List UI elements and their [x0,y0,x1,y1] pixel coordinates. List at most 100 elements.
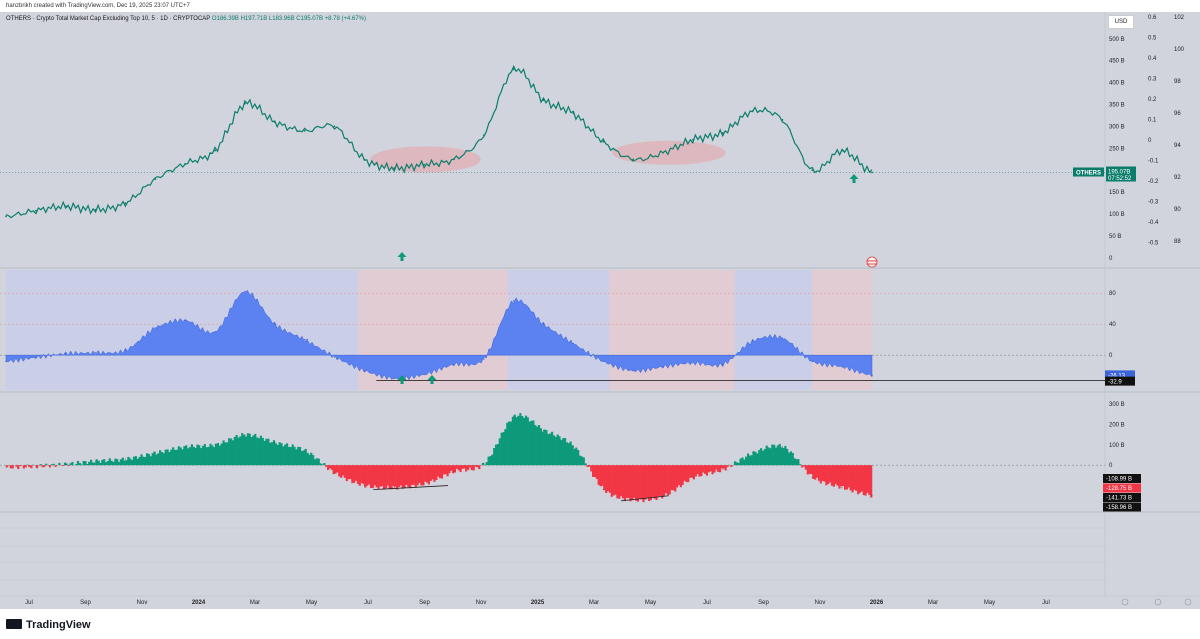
histogram-bar [681,465,684,485]
histogram-bar [730,465,733,467]
histogram-bar [808,465,811,474]
histogram-bar [618,465,621,499]
histogram-bar [159,450,162,466]
hist-point [333,472,336,474]
histogram-bar [463,465,466,469]
histogram-bar [351,465,354,484]
osc-point [35,356,37,359]
legend-change: +8.78 (+4.67%) [324,16,367,22]
us-flag-icon [866,256,878,268]
histogram-bar [625,465,628,498]
y-tick-label: 100 B [1109,212,1125,218]
price-point [482,134,485,137]
histogram-bar [468,465,472,468]
histogram-bar [664,465,667,493]
x-tick-label: Jul [703,600,711,606]
histogram-bar [614,465,617,495]
histogram-bar [239,436,242,466]
histogram-bar [319,463,322,466]
y3-tick-label: 94 [1174,143,1181,149]
histogram-bar [705,465,709,476]
histogram-bar [284,444,287,466]
osc-point [94,352,97,354]
hist-point [304,450,306,452]
price-point [542,99,545,102]
histogram-bar [75,464,78,466]
price-point [363,158,366,161]
hist-point [692,476,694,479]
histogram-bar [131,460,134,466]
histogram-bar [862,465,865,496]
osc-point [542,323,545,325]
histogram-bar [340,465,343,478]
histogram-bar [43,465,46,467]
histogram-bar [142,456,145,466]
histogram-bar [605,465,608,493]
osc-support-tag [1105,376,1135,386]
oscillator-area [5,289,873,381]
histogram-bar [123,460,126,466]
histogram-bar [832,465,835,487]
histogram-bar [687,465,690,483]
histogram-bar [500,432,503,466]
histogram-bar [541,431,544,466]
x-tick-label: 2024 [192,600,206,606]
histogram-bar [571,445,574,466]
histogram-bar [776,445,779,466]
hist-point [811,476,813,479]
histogram-bar [795,459,798,466]
histogram-bar [661,465,664,499]
histogram-bar [22,465,25,469]
histogram-bar [362,465,365,485]
histogram-bar [692,465,695,480]
histogram-bar [584,463,587,466]
currency-button[interactable]: USD [1108,15,1134,29]
up-arrow-icon [849,174,859,183]
histogram-bar [146,453,149,466]
histogram-bar [315,458,318,466]
osc-tick-label: 80 [1109,291,1116,297]
histogram-bar [567,443,570,466]
histogram-bar [230,438,233,466]
histogram-bar [93,462,96,466]
histogram-bar [233,436,236,466]
y-tick-label: 50 B [1109,234,1121,240]
histogram-bar [192,446,195,466]
hist-point [722,468,724,470]
histogram-bar [780,447,783,466]
price-point [572,112,575,115]
histogram-bar [310,452,313,466]
histogram-bar [108,458,111,466]
histogram-bar [737,462,740,466]
gear-icon [1154,598,1162,606]
histogram-bar [491,454,494,466]
histogram-bar [215,443,218,466]
regime-band [609,270,735,390]
histogram-bar [735,462,738,466]
histogram-bar [668,465,671,495]
histogram-bar [388,465,391,489]
histogram-bar [461,465,464,469]
x-tick-label: Nov [476,600,487,606]
tradingview-logo[interactable]: TradingView [6,619,91,631]
histogram-bar [698,465,701,477]
y3-tick-label: 100 [1174,47,1185,53]
x-tick-label: Mar [589,600,599,606]
histogram-bar [545,430,548,466]
histogram-bar [164,449,167,466]
histogram-bar [551,431,554,466]
hist-point [94,460,97,462]
histogram-bar [489,456,492,466]
histogram-bar [588,465,591,467]
histogram-bar [476,465,479,468]
histogram-bar [269,442,272,466]
legend-line: OTHERS · Crypto Total Market Cap Excludi… [6,16,366,22]
price-point [781,118,784,121]
y-tick-label: 400 B [1109,81,1125,87]
histogram-bar [498,438,501,466]
histogram-bar [636,465,639,502]
histogram-bar [774,447,778,466]
histogram-bar [627,465,630,498]
histogram-bar [838,465,841,489]
